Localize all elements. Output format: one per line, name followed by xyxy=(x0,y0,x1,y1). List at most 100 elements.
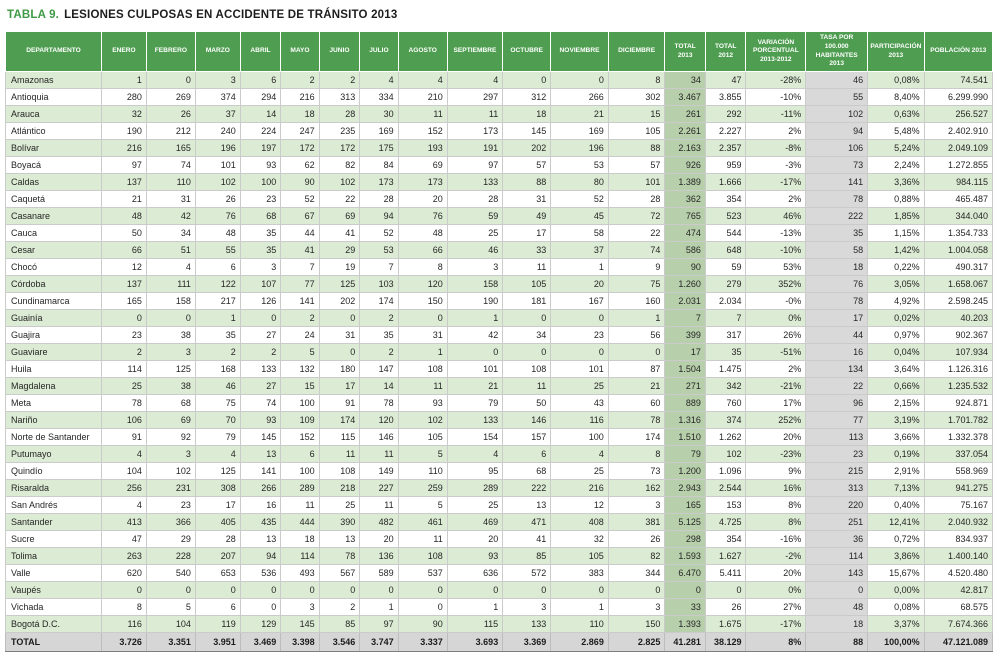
febrero-cell: 51 xyxy=(145,241,196,259)
noviembre-cell: 216 xyxy=(550,479,609,497)
total_2012-cell: 2.227 xyxy=(704,122,747,140)
marzo-cell: 207 xyxy=(194,547,241,565)
abril-cell: 35 xyxy=(239,224,282,242)
diciembre-cell: 1 xyxy=(607,309,666,327)
octubre-cell: 18 xyxy=(502,105,552,123)
participacion-cell: 1,42% xyxy=(867,241,925,259)
abril-cell: 141 xyxy=(239,462,282,480)
diciembre-cell: 72 xyxy=(607,207,666,225)
diciembre-cell: 162 xyxy=(607,479,666,497)
participacion-cell: 3,66% xyxy=(867,428,925,446)
agosto-cell: 537 xyxy=(397,564,448,582)
agosto-cell: 102 xyxy=(397,411,448,429)
poblacion-cell: 2.049.109 xyxy=(923,139,994,157)
marzo-cell: 217 xyxy=(194,292,241,310)
noviembre-cell: 32 xyxy=(550,530,609,548)
table-row: Santander 413 366 405 435 444 390 482 461 469 471 4… xyxy=(4,513,994,531)
marzo-cell: 102 xyxy=(194,173,241,191)
octubre-cell: 133 xyxy=(502,615,552,633)
diciembre-cell: 60 xyxy=(607,394,666,412)
julio-cell: 482 xyxy=(359,513,399,531)
septiembre-cell: 133 xyxy=(446,173,504,191)
noviembre-cell: 45 xyxy=(550,207,609,225)
junio-cell: 390 xyxy=(318,513,361,531)
febrero-cell: 34 xyxy=(145,224,196,242)
marzo-cell: 653 xyxy=(194,564,241,582)
table-row: Bogotá D.C. 116 104 119 129 145 85 97 90 115 133 11… xyxy=(4,615,994,633)
agosto-cell: 1 xyxy=(397,343,448,361)
febrero-cell: 38 xyxy=(145,326,196,344)
tasa-cell: 77 xyxy=(805,411,869,429)
total_2012-cell: 1.627 xyxy=(704,547,747,565)
participacion-cell: 0,40% xyxy=(867,496,925,514)
junio-cell: 69 xyxy=(318,207,361,225)
table-row: Arauca 32 26 37 14 18 28 30 11 11 18 21 15 261 292 -11%… xyxy=(4,105,994,123)
febrero-cell: 23 xyxy=(145,496,196,514)
total_2013-cell: 5.125 xyxy=(664,513,706,531)
septiembre-cell: 133 xyxy=(446,411,504,429)
julio-cell: 78 xyxy=(359,394,399,412)
marzo-cell: 70 xyxy=(194,411,241,429)
febrero-cell: 69 xyxy=(145,411,196,429)
variacion-cell: -11% xyxy=(745,105,807,123)
octubre-cell: 181 xyxy=(502,292,552,310)
septiembre-cell: 4 xyxy=(446,71,504,89)
agosto-cell: 11 xyxy=(397,105,448,123)
agosto-cell: 210 xyxy=(397,88,448,106)
variacion-cell: 0% xyxy=(745,581,807,599)
table-row: Cauca 50 34 48 35 44 41 52 48 25 17 58 22 474 544 -13% 3… xyxy=(4,224,994,242)
total-label-cell: TOTAL xyxy=(4,632,103,652)
variacion-cell: -51% xyxy=(745,343,807,361)
octubre-cell: 31 xyxy=(502,190,552,208)
total_2012-cell: 354 xyxy=(704,530,747,548)
total-total_2012-cell: 38.129 xyxy=(704,632,747,652)
table-row: Meta 78 68 75 74 100 91 78 93 79 50 43 60 889 760 17% 96… xyxy=(4,394,994,412)
octubre-cell: 68 xyxy=(502,462,552,480)
febrero-cell: 3 xyxy=(145,343,196,361)
variacion-cell: 252% xyxy=(745,411,807,429)
julio-cell: 53 xyxy=(359,241,399,259)
department-cell: Meta xyxy=(4,394,103,412)
agosto-cell: 31 xyxy=(397,326,448,344)
julio-cell: 149 xyxy=(359,462,399,480)
febrero-cell: 111 xyxy=(145,275,196,293)
noviembre-cell: 110 xyxy=(550,615,609,633)
table-row: San Andrés 4 23 17 16 11 25 11 5 25 13 12 3 165 153 8% 2… xyxy=(4,496,994,514)
marzo-cell: 76 xyxy=(194,207,241,225)
marzo-cell: 26 xyxy=(194,190,241,208)
poblacion-cell: 75.167 xyxy=(923,496,994,514)
variacion-cell: -0% xyxy=(745,292,807,310)
table-number-label: TABLA 9. xyxy=(7,9,60,21)
agosto-cell: 4 xyxy=(397,71,448,89)
total-junio-cell: 3.546 xyxy=(318,632,361,652)
diciembre-cell: 22 xyxy=(607,224,666,242)
poblacion-cell: 1.701.782 xyxy=(923,411,994,429)
table-row: Magdalena 25 38 46 27 15 17 14 11 21 11 25 21 271 342-… xyxy=(4,377,994,395)
total_2012-cell: 26 xyxy=(704,598,747,616)
department-cell: San Andrés xyxy=(4,496,103,514)
total_2012-cell: 0 xyxy=(704,581,747,599)
diciembre-cell: 56 xyxy=(607,326,666,344)
febrero-cell: 212 xyxy=(145,122,196,140)
variacion-cell: 8% xyxy=(745,496,807,514)
diciembre-cell: 150 xyxy=(607,615,666,633)
table-row: Guajira 23 38 35 27 24 31 35 31 42 34 23 56 399 317 26%… xyxy=(4,326,994,344)
total_2012-cell: 2.357 xyxy=(704,139,747,157)
mayo-cell: 152 xyxy=(280,428,320,446)
participacion-cell: 3,37% xyxy=(867,615,925,633)
octubre-cell: 202 xyxy=(502,139,552,157)
enero-cell: 97 xyxy=(101,156,147,174)
total_2013-cell: 165 xyxy=(664,496,706,514)
tasa-cell: 94 xyxy=(805,122,869,140)
tasa-cell: 16 xyxy=(805,343,869,361)
department-cell: Amazonas xyxy=(4,71,103,89)
octubre-cell: 11 xyxy=(502,258,552,276)
julio-cell: 20 xyxy=(359,530,399,548)
marzo-cell: 79 xyxy=(194,428,241,446)
poblacion-cell: 2.598.245 xyxy=(923,292,994,310)
total_2012-cell: 544 xyxy=(704,224,747,242)
junio-cell: 102 xyxy=(318,173,361,191)
poblacion-cell: 984.115 xyxy=(923,173,994,191)
department-cell: Antioquia xyxy=(4,88,103,106)
tasa-cell: 58 xyxy=(805,241,869,259)
